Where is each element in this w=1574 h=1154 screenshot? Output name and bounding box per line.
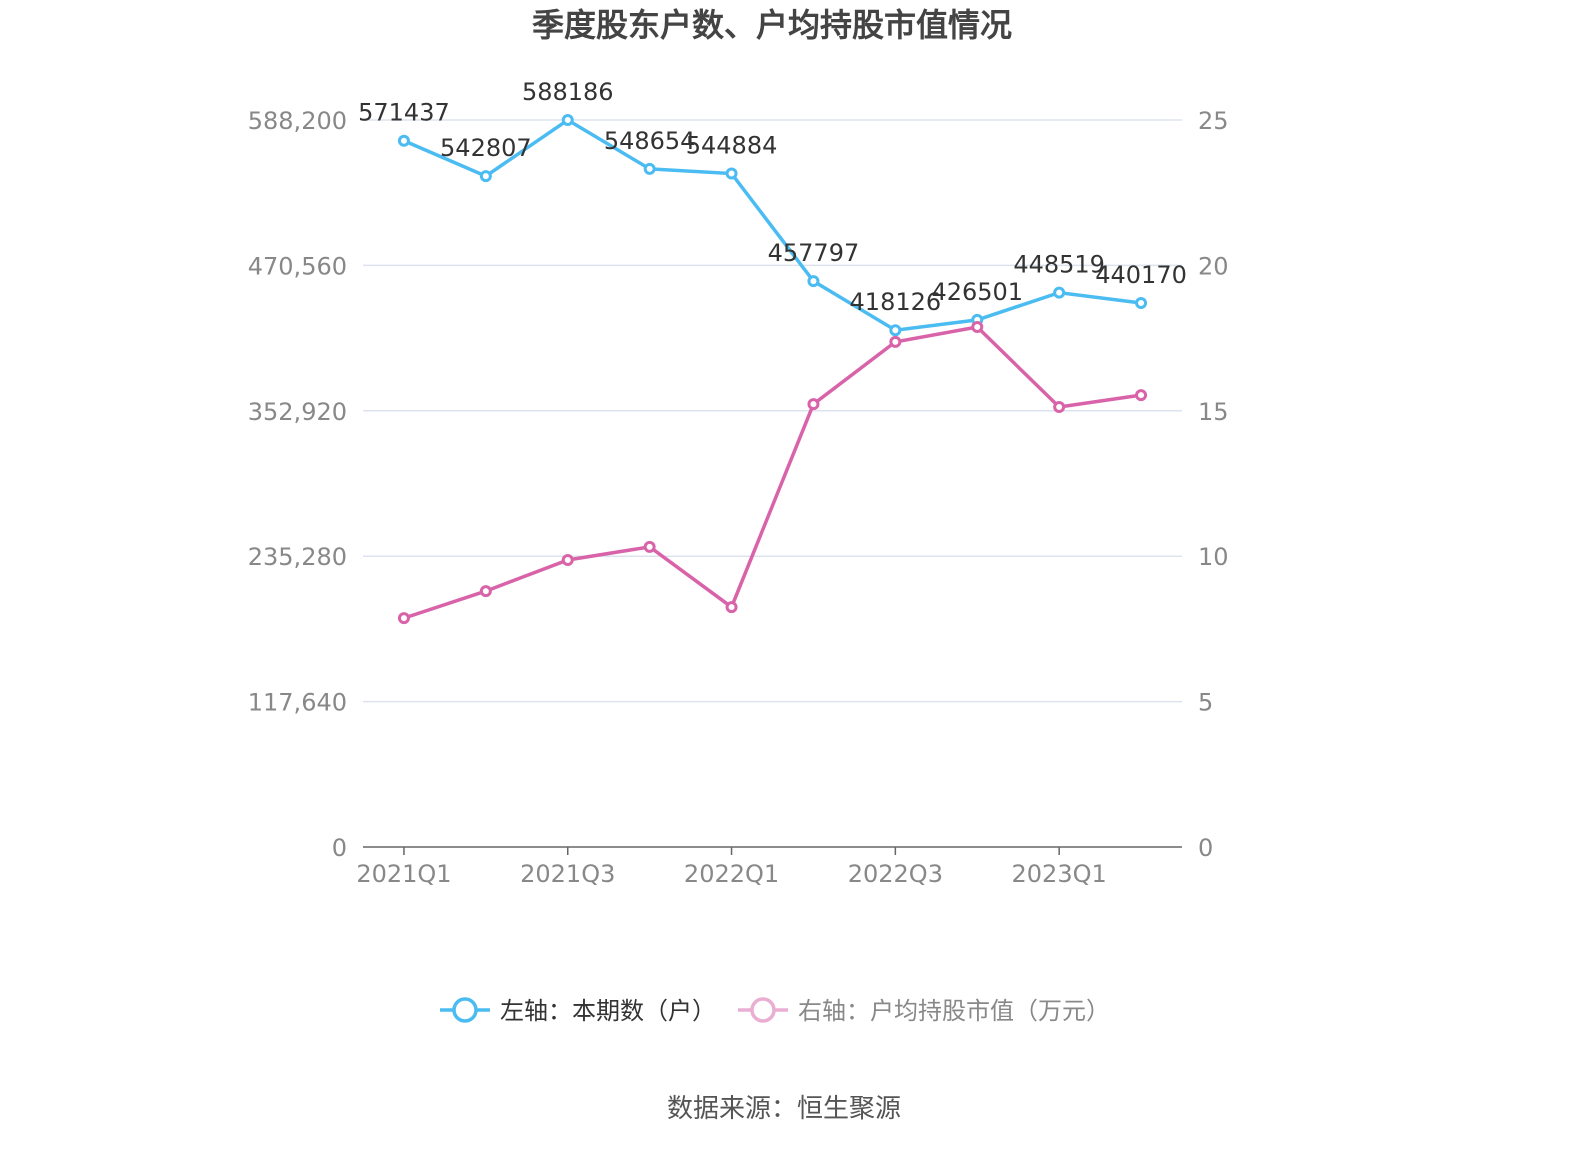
right-axis-tick-label: 15 — [1198, 398, 1229, 426]
data-point — [725, 167, 738, 180]
data-point — [889, 335, 902, 348]
data-point — [725, 601, 738, 614]
data-point — [1135, 296, 1148, 309]
source-text: 数据来源：恒生聚源 — [667, 1094, 901, 1124]
data-label: 440170 — [1095, 261, 1187, 289]
left-axis-tick-label: 588,200 — [248, 107, 347, 135]
data-point — [479, 170, 492, 183]
right-axis-tick-label: 10 — [1198, 543, 1229, 571]
legend-marker-icon — [452, 997, 478, 1023]
data-label: 426501 — [931, 278, 1023, 306]
data-point — [643, 162, 656, 175]
series-line-1 — [403, 117, 1142, 333]
data-point — [971, 321, 984, 334]
left-axis-tick-label: 352,920 — [248, 398, 347, 426]
data-label: 588186 — [522, 78, 614, 106]
right-axis-tick-label: 5 — [1198, 689, 1213, 717]
data-label: 571437 — [358, 99, 450, 127]
data-label: 544884 — [686, 132, 778, 160]
data-label: 448519 — [1013, 251, 1105, 279]
x-axis-tick-label: 2021Q3 — [520, 860, 615, 888]
legend-marker-icon — [750, 997, 776, 1023]
data-point — [1053, 286, 1066, 299]
x-axis-tick-label: 2022Q1 — [684, 860, 779, 888]
left-axis-tick-label: 0 — [332, 834, 347, 862]
data-label: 548654 — [604, 127, 696, 155]
data-point — [397, 134, 410, 147]
x-axis-tick-label: 2023Q1 — [1012, 860, 1107, 888]
left-axis-tick-label: 235,280 — [248, 543, 347, 571]
legend-label: 左轴：本期数（户） — [500, 997, 716, 1025]
data-point — [807, 398, 820, 411]
data-label: 418126 — [850, 288, 942, 316]
legend-label: 右轴：户均持股市值（万元） — [798, 997, 1110, 1025]
chart-title: 季度股东户数、户均持股市值情况 — [532, 6, 1012, 44]
x-axis-tick-label: 2021Q1 — [356, 860, 451, 888]
x-axis-tick-label: 2022Q3 — [848, 860, 943, 888]
right-axis-tick-label: 0 — [1198, 834, 1213, 862]
left-axis-tick-label: 470,560 — [248, 252, 347, 280]
series-line-2 — [403, 325, 1142, 620]
data-point — [397, 612, 410, 625]
data-point — [643, 540, 656, 553]
data-point — [561, 114, 574, 127]
data-point — [1135, 389, 1148, 402]
data-point — [479, 585, 492, 598]
right-axis-tick-label: 20 — [1198, 252, 1229, 280]
data-label: 457797 — [768, 239, 860, 267]
data-point — [1053, 401, 1066, 414]
data-point — [561, 553, 574, 566]
data-point — [889, 324, 902, 337]
data-label: 542807 — [440, 134, 532, 162]
left-axis-tick-label: 117,640 — [248, 689, 347, 717]
right-axis-tick-label: 25 — [1198, 107, 1229, 135]
data-point — [807, 275, 820, 288]
